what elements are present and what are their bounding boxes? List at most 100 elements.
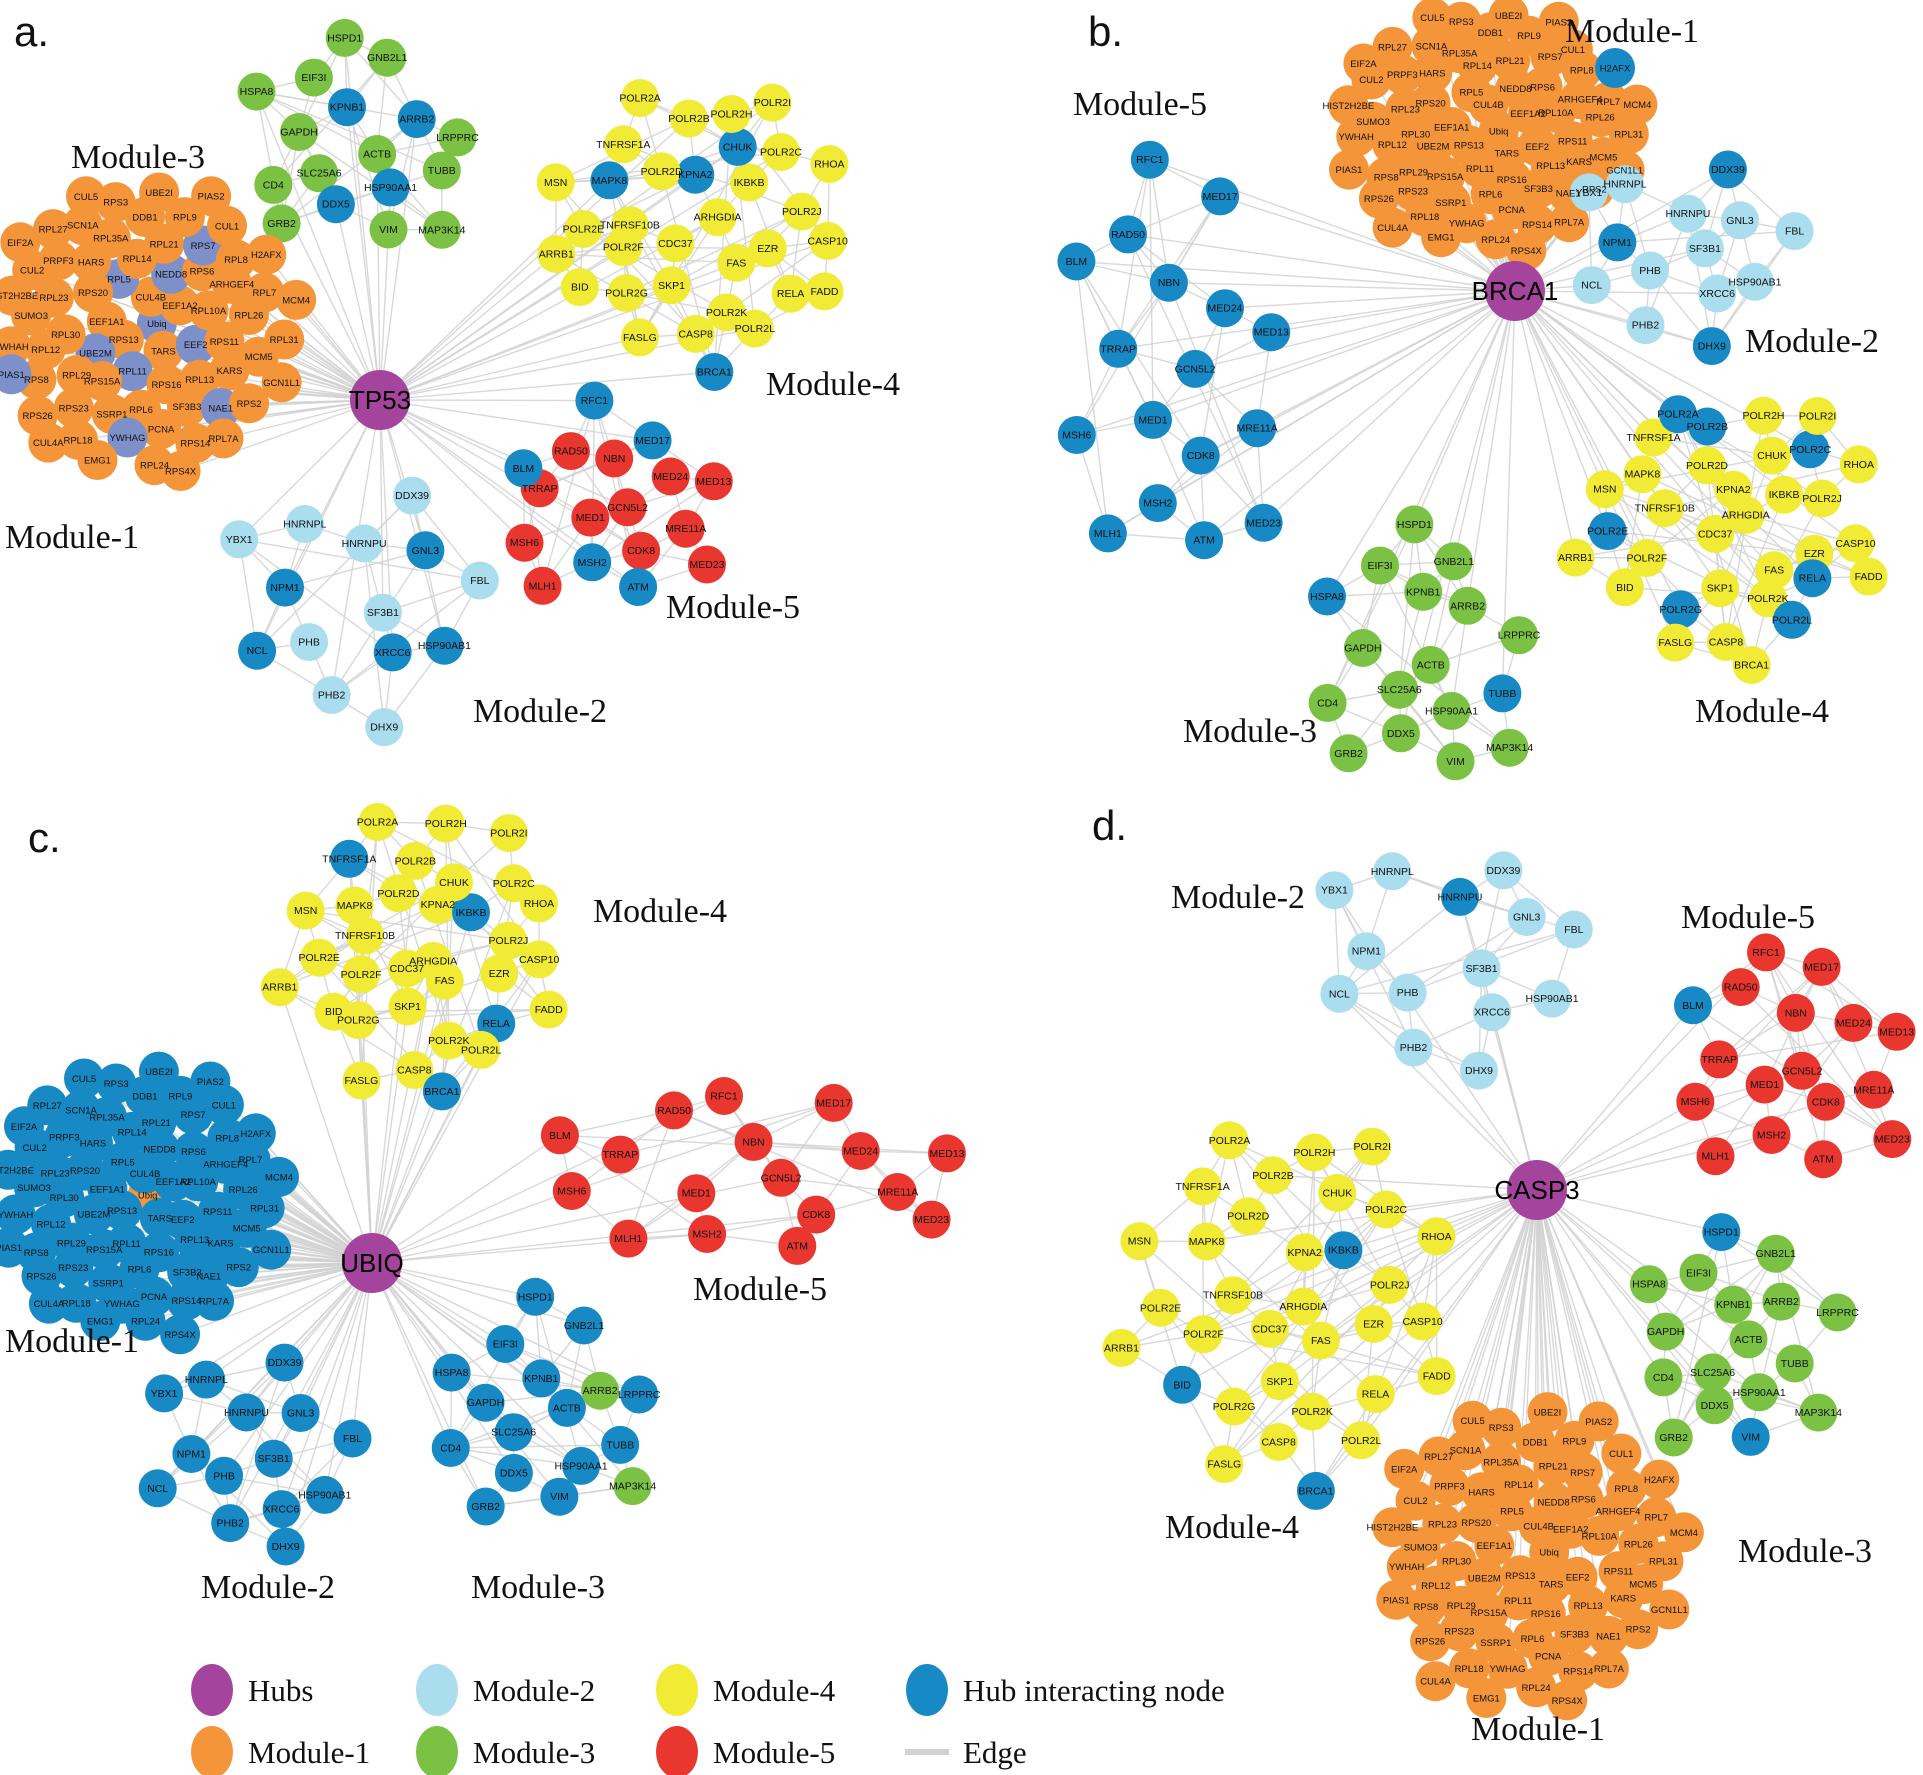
edge bbox=[371, 1233, 708, 1264]
node-label-VIM: VIM bbox=[1741, 1431, 1760, 1443]
node-label-RPL29: RPL29 bbox=[57, 1238, 86, 1249]
node-CD4 bbox=[254, 165, 293, 204]
node-label-BLM: BLM bbox=[513, 463, 535, 475]
node-HNRNPL bbox=[187, 1360, 226, 1399]
node-label-RPL14: RPL14 bbox=[1463, 61, 1492, 72]
node-label-HSPD1: HSPD1 bbox=[1704, 1227, 1739, 1239]
node-RELA bbox=[1356, 1375, 1395, 1414]
node-label-MAP3K14: MAP3K14 bbox=[1795, 1407, 1842, 1419]
node-ARRB1 bbox=[260, 968, 299, 1007]
node-PIAS2 bbox=[1578, 1401, 1619, 1442]
node-label-MED1: MED1 bbox=[1750, 1079, 1779, 1091]
node-MED24 bbox=[1834, 1003, 1873, 1042]
node-label-CHUK: CHUK bbox=[1323, 1187, 1353, 1199]
node-label-PHB2: PHB2 bbox=[318, 690, 346, 702]
node-label-RPL24: RPL24 bbox=[1481, 235, 1510, 246]
edge bbox=[371, 1091, 443, 1264]
node-EMG1 bbox=[1466, 1678, 1507, 1718]
node-label-POLR2H: POLR2H bbox=[710, 109, 752, 121]
node-CD4 bbox=[1308, 683, 1347, 722]
node-SF3B1 bbox=[1462, 949, 1501, 988]
node-label-BRCA1: BRCA1 bbox=[1734, 660, 1769, 672]
node-label-SSRP1: SSRP1 bbox=[1480, 1638, 1511, 1649]
node-label-SKP1: SKP1 bbox=[394, 1001, 421, 1013]
node-label-RPL29: RPL29 bbox=[1399, 167, 1428, 178]
node-CASP10 bbox=[808, 221, 847, 260]
module-label-module-5: Module-5 bbox=[693, 1271, 827, 1308]
node-label-TRRAP: TRRAP bbox=[1701, 1054, 1737, 1066]
node-NPM1 bbox=[172, 1435, 211, 1473]
node-GNL3 bbox=[281, 1394, 320, 1432]
node-label-NEDD8: NEDD8 bbox=[143, 1145, 175, 1156]
node-label-HSPD1: HSPD1 bbox=[518, 1291, 553, 1303]
node-label-RPS4X: RPS4X bbox=[1511, 246, 1543, 257]
node-MSH2 bbox=[573, 543, 612, 582]
node-POLR2L bbox=[1773, 600, 1811, 639]
node-label-KARS: KARS bbox=[208, 1238, 234, 1249]
node-label-RPS15A: RPS15A bbox=[1470, 1608, 1507, 1619]
node-RPL7A bbox=[1549, 202, 1590, 243]
node-RPL11 bbox=[112, 351, 153, 392]
node-label-RPL13: RPL13 bbox=[185, 375, 214, 386]
node-label-RPL21: RPL21 bbox=[142, 1118, 171, 1129]
node-ARRB2 bbox=[1762, 1282, 1801, 1321]
node-CD4 bbox=[1644, 1358, 1683, 1397]
node-label-CUL1: CUL1 bbox=[212, 1100, 236, 1111]
node-label-ARRB1: ARRB1 bbox=[1104, 1342, 1139, 1354]
node-label-ARHGEF4: ARHGEF4 bbox=[203, 1159, 248, 1170]
node-CASP10 bbox=[1403, 1302, 1442, 1341]
legend-label: Module-4 bbox=[713, 1673, 836, 1708]
edge bbox=[1536, 1189, 1716, 1406]
node-POLR2C bbox=[494, 864, 533, 903]
node-MCM4 bbox=[276, 279, 317, 320]
node-label-TRRAP: TRRAP bbox=[522, 483, 558, 495]
node-POLR2J bbox=[1370, 1265, 1409, 1304]
node-label-H2AFX: H2AFX bbox=[1600, 64, 1631, 75]
node-SCN1A bbox=[1411, 25, 1452, 66]
node-label-POLR2H: POLR2H bbox=[425, 818, 467, 830]
edge bbox=[1407, 916, 1528, 994]
node-VIM bbox=[1436, 742, 1475, 781]
node-label-MLH1: MLH1 bbox=[529, 580, 557, 592]
node-label-RPL11: RPL11 bbox=[112, 1239, 140, 1250]
node-EIF2A bbox=[1343, 43, 1384, 84]
edge bbox=[1075, 261, 1202, 456]
node-label-TNFRSF1A: TNFRSF1A bbox=[1175, 1181, 1229, 1193]
edge bbox=[238, 538, 394, 653]
node-RPL27 bbox=[33, 209, 74, 250]
node-label-RPL14: RPL14 bbox=[1504, 1480, 1533, 1491]
edge bbox=[205, 1262, 373, 1381]
node-label-POLR2F: POLR2F bbox=[341, 969, 382, 981]
edge bbox=[1107, 290, 1516, 535]
node-RELA bbox=[771, 274, 810, 313]
node-NBN bbox=[1776, 993, 1815, 1032]
node-RPS23 bbox=[53, 1247, 94, 1288]
node-label-UBE2M: UBE2M bbox=[78, 1210, 111, 1221]
node-NCL bbox=[238, 631, 277, 670]
node-label-POLR2B: POLR2B bbox=[1687, 421, 1728, 433]
node-label-DDB1: DDB1 bbox=[132, 213, 157, 224]
node-label-CASP10: CASP10 bbox=[1402, 1316, 1442, 1328]
node-label-RPL24: RPL24 bbox=[140, 461, 169, 472]
node-label-RPL31: RPL31 bbox=[1614, 130, 1643, 141]
node-NEDD8 bbox=[151, 253, 192, 294]
edge bbox=[1514, 290, 1643, 475]
node-label-PHB2: PHB2 bbox=[1632, 320, 1660, 332]
edge bbox=[1168, 282, 1516, 292]
edge bbox=[229, 1362, 286, 1524]
node-UBE2I bbox=[1488, 0, 1529, 36]
node-TUBB bbox=[1775, 1344, 1814, 1383]
node-label-RPS8: RPS8 bbox=[24, 1248, 49, 1259]
node-TNFRSF10B bbox=[346, 916, 385, 955]
node-KPNB1 bbox=[522, 1359, 561, 1398]
node-RHOA bbox=[810, 145, 849, 183]
node-label-POLR2E: POLR2E bbox=[1587, 526, 1628, 538]
hub-label-UBIQ: UBIQ bbox=[340, 1248, 404, 1278]
node-DDB1 bbox=[1515, 1422, 1556, 1463]
node-label-NAE1: NAE1 bbox=[1596, 1631, 1621, 1642]
node-label-RPS6: RPS6 bbox=[190, 267, 215, 278]
node-label-MED1: MED1 bbox=[682, 1188, 711, 1200]
edge bbox=[1673, 1253, 1777, 1438]
node-MCM4 bbox=[1617, 84, 1658, 125]
node-label-CASP10: CASP10 bbox=[808, 235, 848, 247]
